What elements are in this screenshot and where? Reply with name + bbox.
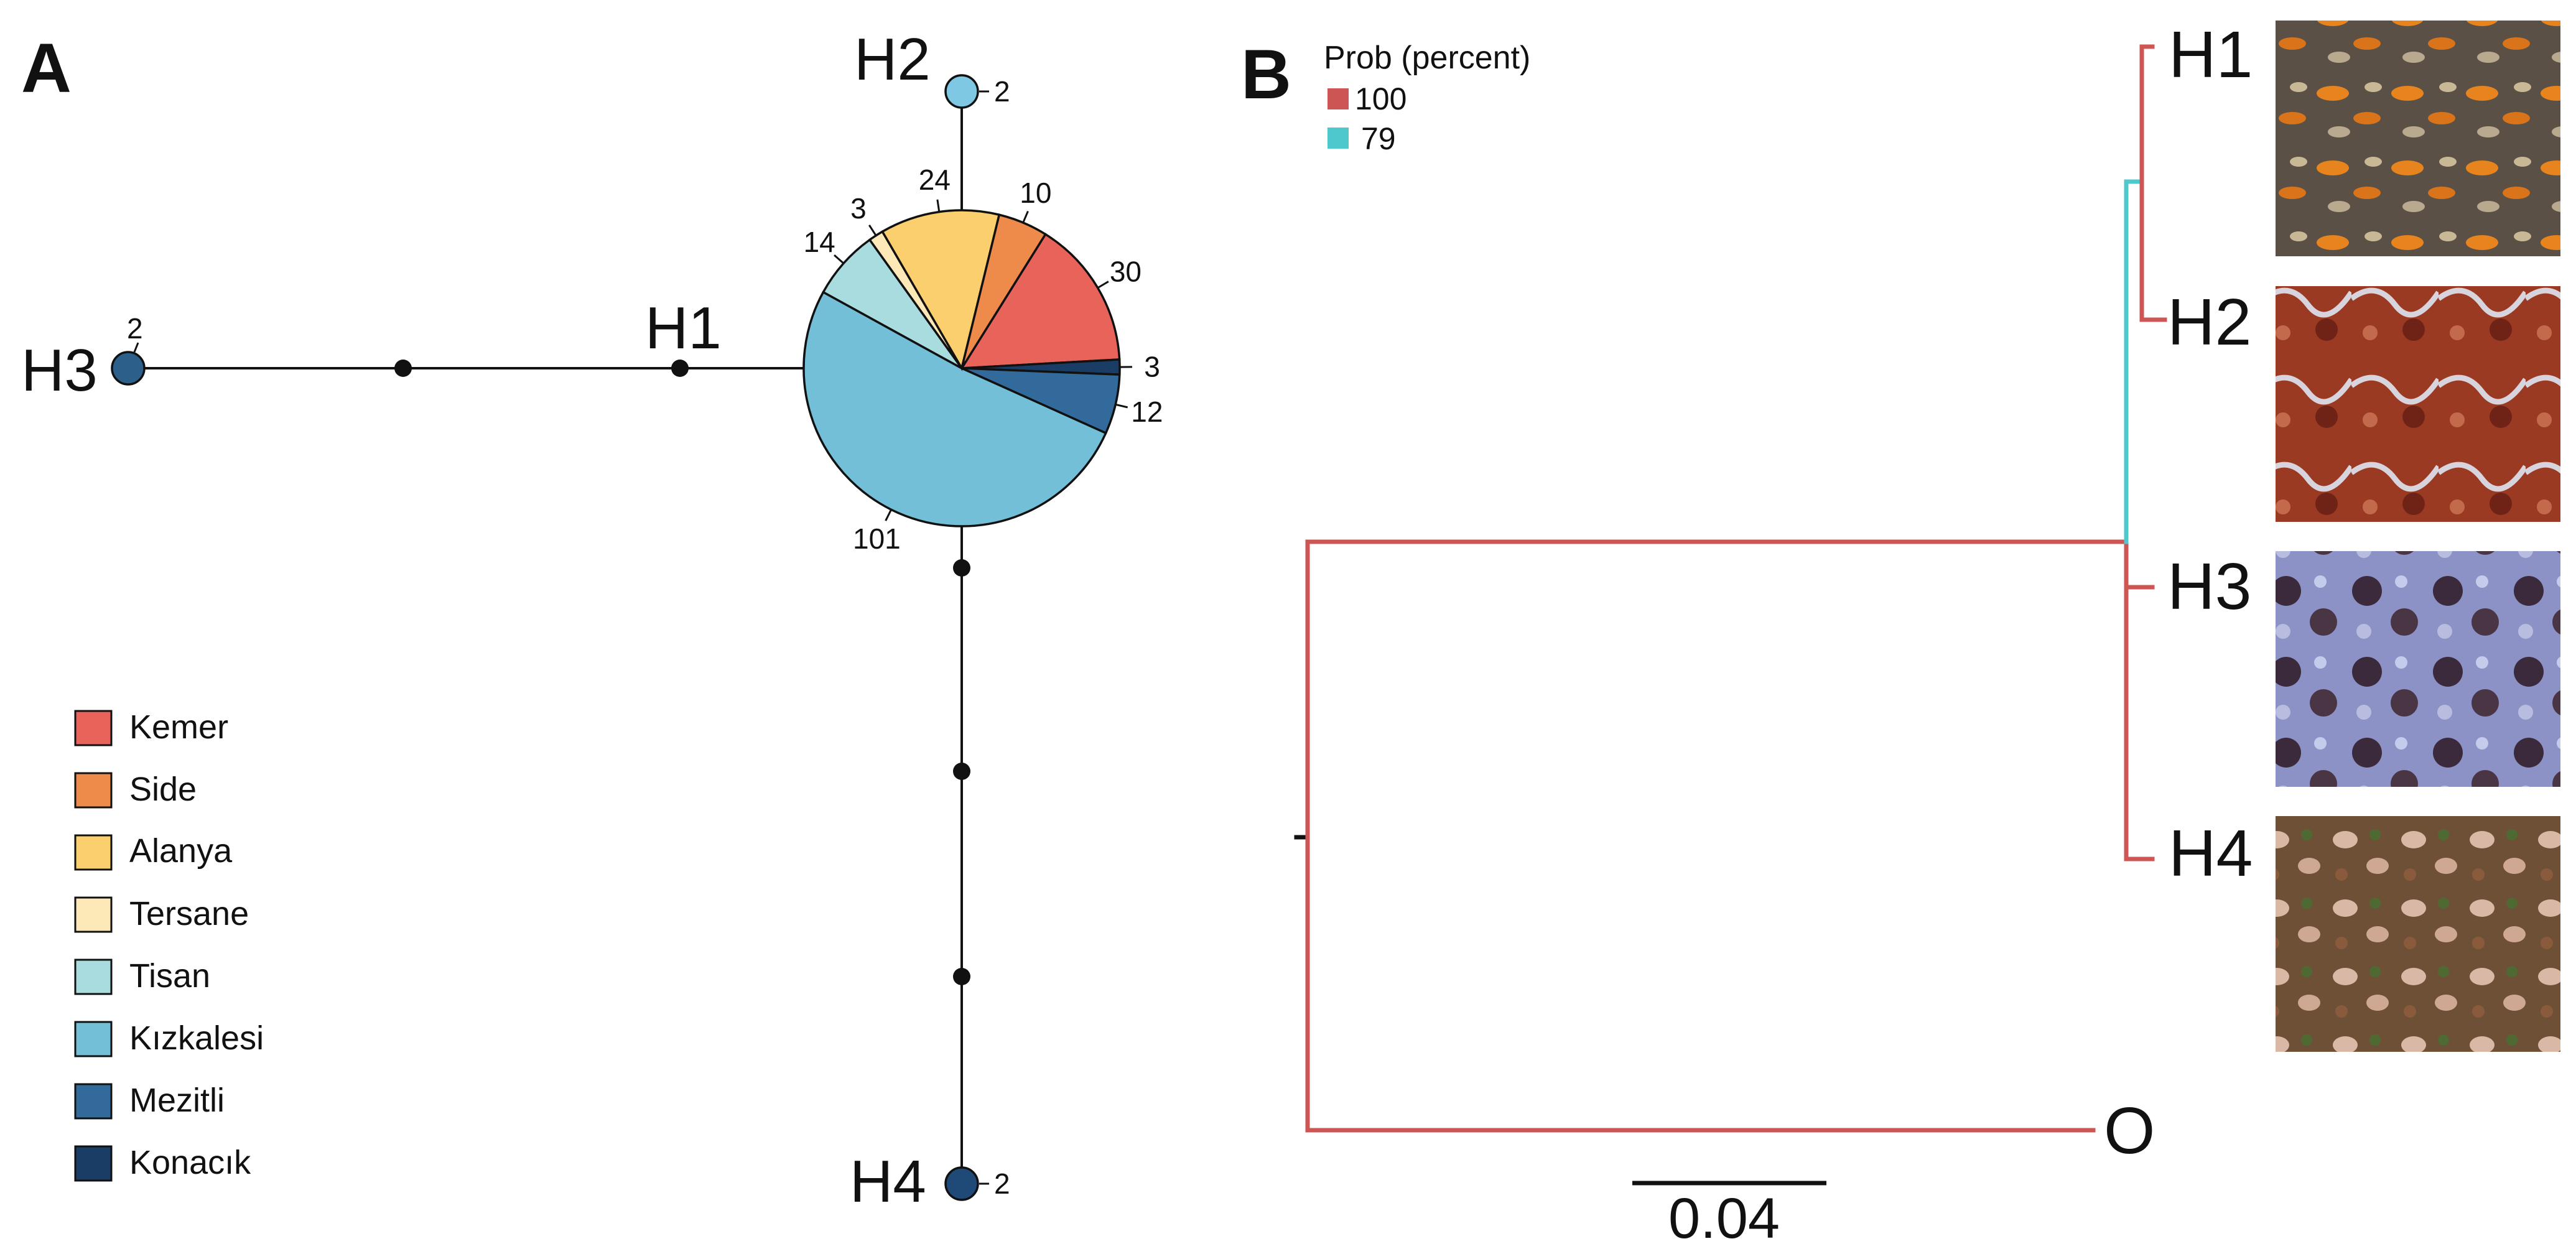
probability-label-100: 100 (1355, 81, 1407, 116)
legend-item-kemer: Kemer (74, 708, 228, 746)
pie-label-tick (834, 254, 845, 264)
tip-label-h2: H2 (2167, 286, 2252, 359)
photo-h3-image (2276, 551, 2560, 787)
panel-b: B Prob (percent) 100 79 H1 H2 H3 H4 O (1241, 18, 2560, 1249)
probability-label-79: 79 (1361, 121, 1396, 156)
tip-label-h1: H1 (2169, 18, 2253, 91)
pie-label-tick (936, 199, 941, 212)
legend-swatch (74, 896, 113, 933)
scale-bar-label: 0.04 (1668, 1187, 1780, 1249)
haplotype-h4-node (944, 1166, 979, 1201)
pie-slice-alanya (881, 209, 1001, 371)
tip-label-outgroup: O (2104, 1094, 2155, 1168)
legend-swatch (74, 1021, 113, 1057)
haplotype-h4-label: H4 (850, 1148, 926, 1215)
pie-count-label-kemer: 30 (1110, 255, 1142, 287)
h1-pie-labels: 30 3 12 101 14 3 24 10 (804, 164, 1163, 555)
legend-label: Kemer (129, 708, 228, 746)
branch-root-to-ingroup (1305, 539, 2129, 840)
pie-slice-side (960, 213, 1048, 369)
haplotype-h3-node (111, 351, 146, 386)
legend-item-konacik: Konacık (74, 1144, 251, 1182)
median-vector-node (953, 763, 970, 780)
pie-count-label-side: 10 (1020, 177, 1051, 209)
pie-count-label-alanya: 24 (919, 164, 951, 196)
pie-label-tick (1022, 210, 1029, 223)
pie-slice-kızkalesi (802, 290, 1107, 527)
legend-swatch (74, 959, 113, 995)
legend-label: Side (129, 771, 197, 808)
legend-item-tersane: Tersane (74, 895, 249, 933)
legend-swatch (74, 772, 113, 809)
pie-count-label-mezitli: 12 (1131, 396, 1163, 428)
population-legend: Kemer Side Alanya Tersane Tisan Kızkales… (74, 708, 264, 1182)
legend-item-tisan: Tisan (74, 957, 210, 995)
haplotype-h3-count: 2 (127, 312, 143, 345)
pie-count-label-tersane: 3 (850, 192, 867, 225)
colony-photos (2276, 21, 2560, 1052)
pie-label-tick (1097, 281, 1109, 289)
median-vector-node (394, 360, 412, 377)
haplotype-h2-count: 2 (994, 75, 1010, 108)
median-vector-node (953, 559, 970, 577)
median-vector-node (671, 360, 689, 377)
legend-swatch (74, 1145, 113, 1182)
pie-count-label-tisan: 14 (804, 226, 835, 258)
legend-item-mezitli: Mezitli (74, 1082, 225, 1120)
phylogenetic-tree (1294, 44, 2167, 1133)
legend-item-kizkalesi: Kızkalesi (74, 1019, 264, 1057)
legend-item-alanya: Alanya (74, 832, 233, 871)
legend-label: Tisan (129, 957, 210, 995)
pie-label-tick (885, 509, 892, 521)
legend-label: Konacık (129, 1144, 251, 1181)
h3-count-tick (133, 342, 139, 353)
legend-label: Alanya (129, 832, 233, 870)
pie-count-label-konacık: 3 (1144, 351, 1160, 383)
legend-label: Tersane (129, 895, 249, 932)
panel-a-letter: A (21, 29, 72, 107)
pie-slice-tisan (822, 238, 963, 369)
haplotype-h2-node (944, 74, 979, 109)
haplotype-h2-label: H2 (854, 26, 931, 93)
legend-label: Mezitli (129, 1082, 225, 1119)
legend-label: Kızkalesi (129, 1019, 264, 1057)
pie-slice-kemer (959, 233, 1121, 369)
haplotype-h3-label: H3 (21, 337, 98, 404)
median-vector-node (953, 968, 970, 985)
photo-h2-image (2276, 286, 2560, 522)
legend-swatch (74, 1083, 113, 1120)
probability-legend: Prob (percent) 100 79 (1324, 40, 1530, 156)
branch-h1h2-clade (2139, 44, 2167, 322)
panel-b-letter: B (1241, 35, 1291, 113)
probability-swatch-79 (1328, 128, 1349, 149)
h1-pie-chart (802, 209, 1121, 527)
legend-swatch (74, 834, 113, 871)
branch-root-to-outgroup (1305, 835, 2096, 1133)
probability-swatch-100 (1328, 88, 1349, 109)
pie-label-tick (868, 225, 877, 236)
legend-item-side: Side (74, 771, 197, 809)
panel-a: A 30 3 12 101 14 3 24 10 H1 H2 2 H3 2 H4 2 (21, 26, 1163, 1215)
pie-label-tick (1115, 403, 1128, 409)
photo-h4-image (2276, 816, 2560, 1052)
tip-label-h3: H3 (2167, 550, 2252, 623)
haplotype-h4-count: 2 (994, 1168, 1010, 1200)
photo-h1-image (2276, 21, 2560, 256)
pie-count-label-kızkalesi: 101 (853, 522, 901, 555)
probability-legend-title: Prob (percent) (1324, 40, 1530, 76)
haplotype-h1-label: H1 (645, 295, 722, 361)
tip-label-h4: H4 (2169, 817, 2253, 890)
legend-swatch (74, 710, 113, 746)
